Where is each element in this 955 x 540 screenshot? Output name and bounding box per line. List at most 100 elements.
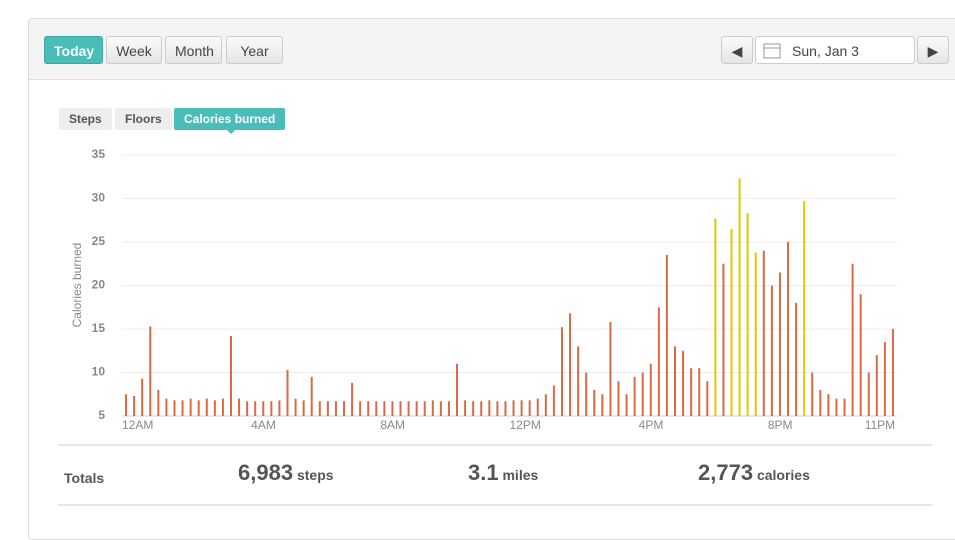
bar — [318, 401, 321, 416]
bar — [835, 398, 838, 416]
x-tick-label: 12AM — [122, 418, 153, 432]
bar — [213, 400, 216, 416]
y-tick-label: 15 — [92, 321, 106, 335]
chart: Calories burned 5 10 15 20 25 30 35 12AM 4AM 8AM 1… — [58, 129, 932, 506]
bar — [488, 400, 491, 416]
bar — [456, 363, 459, 416]
bar — [157, 389, 160, 416]
bar — [819, 389, 822, 416]
calories-unit: calories — [756, 467, 810, 483]
tab-today[interactable]: Today — [44, 36, 103, 64]
bar — [633, 376, 636, 416]
bar — [359, 401, 362, 416]
x-tick-label: 12PM — [510, 418, 541, 432]
x-tick-label: 8PM — [768, 418, 793, 432]
metric-floors[interactable]: Floors — [115, 108, 172, 130]
bar — [133, 395, 136, 416]
bar — [770, 285, 773, 416]
bar — [536, 398, 539, 416]
bar — [673, 346, 676, 416]
bar — [423, 401, 426, 416]
bar — [520, 400, 523, 416]
next-day[interactable]: ▶ — [917, 36, 949, 64]
y-tick-label: 35 — [92, 147, 106, 161]
bar — [149, 326, 152, 416]
bar — [399, 401, 402, 416]
y-axis-label: Calories burned — [70, 243, 84, 328]
bar — [843, 398, 846, 416]
bar — [859, 294, 862, 416]
tab-week[interactable]: Week — [106, 36, 162, 64]
bar — [649, 363, 652, 416]
date: Sun, Jan 3 — [792, 43, 859, 59]
calories-value: 2,773 — [698, 460, 754, 485]
bar — [714, 218, 717, 416]
bar — [472, 401, 475, 416]
bar — [367, 401, 370, 416]
bar — [698, 368, 701, 416]
bar — [278, 400, 281, 416]
total-miles: 3.1 miles — [468, 460, 538, 486]
bar — [407, 401, 410, 416]
bar — [625, 394, 628, 416]
bar — [351, 382, 354, 416]
bar — [383, 401, 386, 416]
bar — [286, 369, 289, 416]
bar — [165, 398, 168, 416]
bar — [552, 385, 555, 416]
x-tick-label: 4AM — [251, 418, 276, 432]
bar — [883, 342, 886, 416]
bar — [464, 400, 467, 416]
bar — [141, 378, 144, 416]
bar — [294, 398, 297, 416]
bar — [762, 250, 765, 416]
prev-day[interactable]: ◀ — [721, 36, 753, 64]
bar — [197, 400, 200, 416]
bar — [125, 394, 128, 416]
bar — [665, 255, 668, 416]
bar — [560, 327, 563, 416]
bar — [238, 398, 241, 416]
panel: Today Week Month Year ◀ Sun, Jan 3 ▶ Ste… — [28, 18, 955, 540]
bar — [778, 272, 781, 416]
metric-calories[interactable]: Calories burned — [174, 108, 286, 130]
bar — [617, 381, 620, 416]
total-steps: 6,983 steps — [238, 460, 334, 486]
miles-value: 3.1 — [468, 460, 499, 485]
x-tick-label: 8AM — [380, 418, 405, 432]
bar — [601, 394, 604, 416]
bar — [875, 355, 878, 416]
bar — [229, 335, 232, 416]
bar — [657, 307, 660, 416]
bar — [415, 401, 418, 416]
tab-month[interactable]: Month — [165, 36, 222, 64]
bar — [504, 401, 507, 416]
bar — [246, 401, 249, 416]
bar — [593, 389, 596, 416]
total-calories: 2,773 calories — [698, 460, 810, 486]
y-tick-label: 25 — [92, 234, 106, 248]
bar — [787, 242, 790, 416]
bar — [254, 401, 257, 416]
bar — [585, 372, 588, 416]
metric-steps[interactable]: Steps — [59, 108, 112, 130]
bar — [189, 398, 192, 416]
x-tick-label: 11PM — [865, 418, 895, 432]
bar — [569, 313, 572, 416]
tab-year[interactable]: Year — [226, 36, 283, 64]
bar — [439, 401, 442, 416]
bar — [480, 401, 483, 416]
bar — [334, 401, 337, 416]
bar — [173, 400, 176, 416]
bar — [795, 302, 798, 416]
totals-label: Totals — [64, 470, 105, 486]
bar — [375, 401, 378, 416]
bar — [544, 394, 547, 416]
bar — [262, 401, 265, 416]
bar — [891, 329, 894, 416]
bar — [682, 350, 685, 416]
bar — [722, 263, 725, 416]
date-picker[interactable]: Sun, Jan 3 — [755, 36, 915, 64]
bar — [754, 252, 757, 416]
bar — [609, 322, 612, 416]
